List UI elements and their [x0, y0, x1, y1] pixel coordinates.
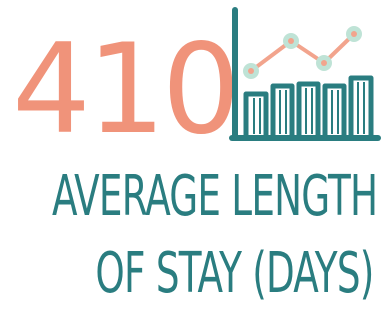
chart-bar-hatching	[253, 82, 365, 134]
chart-bar	[296, 81, 321, 136]
caption-line-1: AVERAGE LENGTH	[52, 164, 378, 229]
chart-bar	[270, 83, 295, 136]
stat-number: 410	[12, 18, 241, 162]
chart-trend-line	[249, 32, 356, 73]
chart-bars	[243, 75, 374, 136]
chart-bar	[322, 83, 347, 136]
chart-trend-points	[243, 26, 362, 79]
caption-line-2: OF STAY (DAYS)	[95, 241, 374, 306]
chart-bar	[243, 91, 269, 136]
chart-bar	[348, 75, 374, 136]
bar-and-line-chart-icon	[229, 7, 381, 141]
